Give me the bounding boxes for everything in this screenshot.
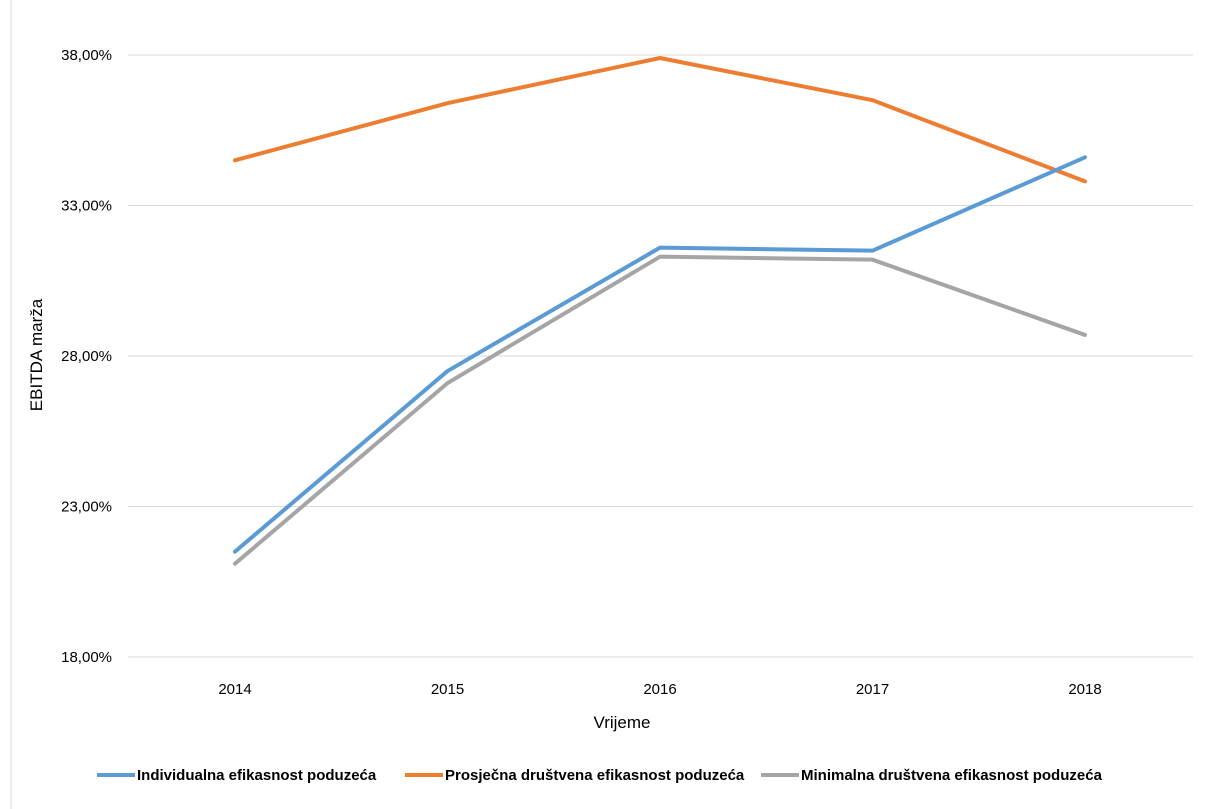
- y-tick-label: 33,00%: [61, 198, 112, 215]
- series-lines: [233, 56, 1087, 566]
- data-point: [659, 57, 661, 59]
- x-axis-ticks: 2014 2015 2016 2017 2018: [218, 681, 1101, 698]
- data-point: [872, 259, 873, 261]
- data-point: [447, 382, 448, 384]
- x-tick-label: 2015: [431, 681, 464, 698]
- data-point: [659, 256, 661, 258]
- data-point: [872, 250, 873, 252]
- series-line: [233, 254, 1087, 566]
- data-point: [234, 563, 236, 565]
- data-point: [659, 247, 661, 249]
- y-axis-ticks: 18,00% 23,00% 28,00% 33,00% 38,00%: [61, 47, 112, 666]
- y-axis-title: EBITDA marža: [27, 298, 46, 411]
- data-point: [872, 99, 873, 101]
- data-point: [1084, 156, 1086, 158]
- legend: Individualna efikasnost poduzeća Prosječn…: [97, 767, 1103, 784]
- y-tick-label: 23,00%: [61, 499, 112, 516]
- y-tick-label: 38,00%: [61, 47, 112, 64]
- legend-label: Minimalna društvena efikasnost poduzeća: [801, 767, 1103, 784]
- data-point: [447, 102, 448, 104]
- x-tick-label: 2016: [643, 681, 676, 698]
- series-line: [233, 155, 1087, 554]
- x-tick-label: 2014: [218, 681, 251, 698]
- x-tick-label: 2017: [856, 681, 889, 698]
- y-tick-label: 18,00%: [61, 649, 112, 666]
- legend-label: Prosječna društvena efikasnost poduzeća: [445, 767, 745, 784]
- legend-label: Individualna efikasnost poduzeća: [137, 767, 377, 784]
- y-tick-label: 28,00%: [61, 348, 112, 365]
- gridlines: [128, 54, 1193, 658]
- data-point: [447, 370, 448, 372]
- x-tick-label: 2018: [1068, 681, 1101, 698]
- x-axis-title: Vrijeme: [594, 713, 651, 732]
- data-point: [234, 551, 236, 553]
- data-point: [234, 159, 236, 161]
- data-point: [1084, 334, 1086, 336]
- series-line: [233, 56, 1087, 184]
- data-point: [1084, 180, 1086, 182]
